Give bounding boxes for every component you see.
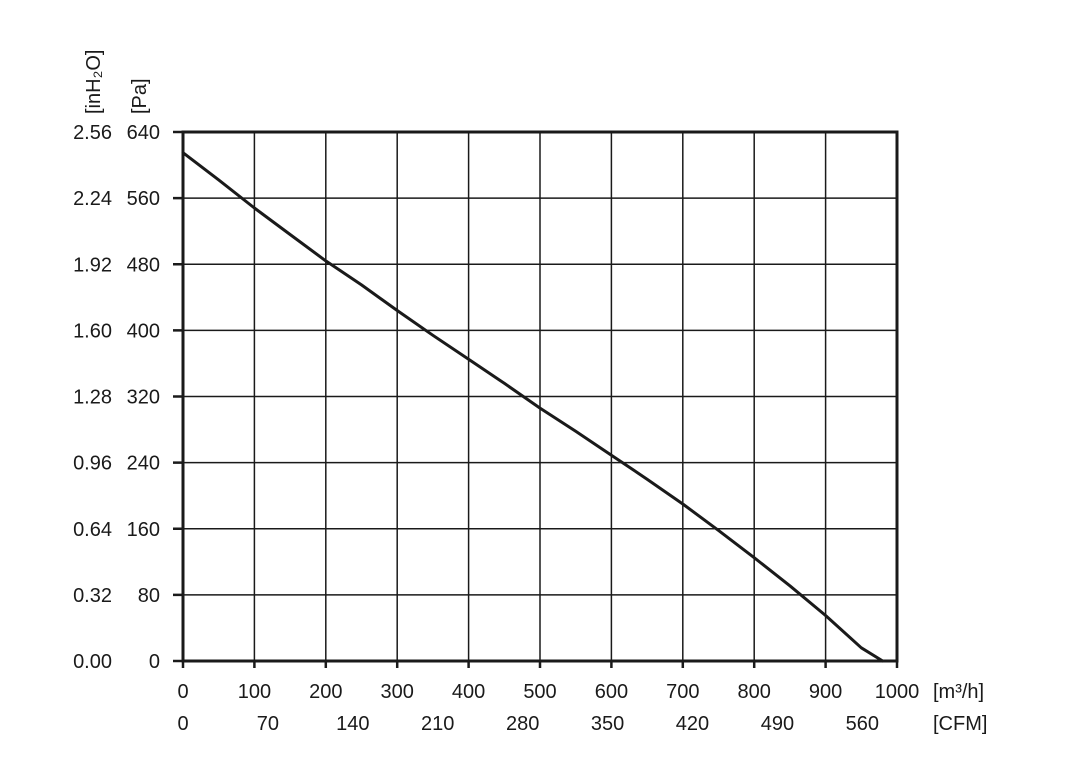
y-tick-label-pa: 400 — [127, 320, 160, 342]
x-tick-label-m3h: 100 — [238, 681, 271, 703]
x-tick-label-cfm: 0 — [177, 713, 188, 735]
x-tick-label-cfm: 70 — [257, 713, 279, 735]
y-tick-label-pa: 480 — [127, 254, 160, 276]
y-tick-label-pa: 160 — [127, 519, 160, 541]
x-tick-label-m3h: 600 — [595, 681, 628, 703]
x-tick-label-m3h: 200 — [309, 681, 342, 703]
y-tick-label-pa: 640 — [127, 122, 160, 144]
x-tick-label-cfm: 140 — [336, 713, 369, 735]
y-tick-label-inh2o: 0.96 — [73, 453, 112, 475]
tick-marks — [173, 130, 899, 668]
y-tick-label-inh2o: 1.60 — [73, 320, 112, 342]
x-tick-label-cfm: 420 — [676, 713, 709, 735]
y-tick-label-inh2o: 0.32 — [73, 585, 112, 607]
x-tick-label-m3h: 500 — [523, 681, 556, 703]
x-tick-label-m3h: 300 — [381, 681, 414, 703]
y-axis-unit-pa: [Pa] — [129, 78, 151, 114]
y-tick-label-inh2o: 1.92 — [73, 254, 112, 276]
y-tick-label-inh2o: 2.24 — [73, 188, 112, 210]
x-tick-label-cfm: 490 — [761, 713, 794, 735]
y-tick-label-inh2o: 0.00 — [73, 651, 112, 673]
x-tick-label-m3h: 1000 — [875, 681, 920, 703]
grid-lines — [183, 132, 897, 661]
x-tick-label-m3h: 400 — [452, 681, 485, 703]
x-tick-label-m3h: 0 — [177, 681, 188, 703]
curve-layer — [181, 151, 885, 663]
y-tick-label-inh2o: 1.28 — [73, 387, 112, 409]
x-axis-unit-cfm: [CFM] — [933, 713, 987, 735]
x-tick-label-m3h: 800 — [738, 681, 771, 703]
x-tick-label-m3h: 700 — [666, 681, 699, 703]
x-tick-label-m3h: 900 — [809, 681, 842, 703]
y-tick-label-inh2o: 2.56 — [73, 122, 112, 144]
x-axis-unit-m3h: [m³/h] — [933, 681, 984, 703]
y-tick-label-pa: 320 — [127, 387, 160, 409]
y-axis-unit-inh2o: [inH₂O] — [83, 50, 105, 114]
y-tick-label-inh2o: 0.64 — [73, 519, 112, 541]
x-tick-label-cfm: 280 — [506, 713, 539, 735]
x-tick-label-cfm: 210 — [421, 713, 454, 735]
x-tick-label-cfm: 350 — [591, 713, 624, 735]
y-tick-label-pa: 0 — [149, 651, 160, 673]
y-tick-label-pa: 240 — [127, 453, 160, 475]
y-tick-label-pa: 560 — [127, 188, 160, 210]
pressure-flow-curve — [181, 151, 885, 663]
x-tick-label-cfm: 560 — [846, 713, 879, 735]
y-tick-label-pa: 80 — [138, 585, 160, 607]
